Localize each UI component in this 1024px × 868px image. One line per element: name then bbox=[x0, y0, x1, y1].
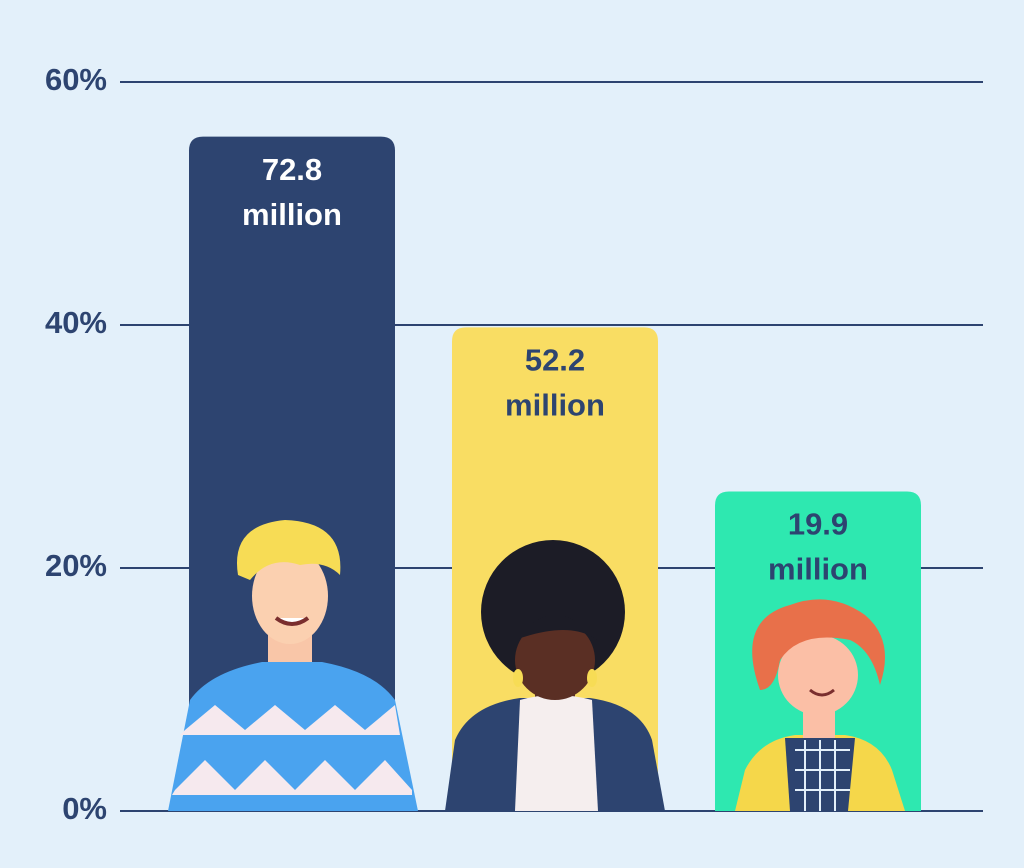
bar-labels: 72.8 million 52.2 million 19.9 million bbox=[242, 152, 868, 587]
bar-label: 19.9 bbox=[788, 507, 848, 542]
bar bbox=[189, 136, 395, 812]
bar-label: million bbox=[768, 552, 868, 587]
bar-label: 52.2 bbox=[525, 343, 585, 378]
illustrations bbox=[168, 520, 905, 811]
y-tick-label: 20% bbox=[45, 548, 107, 583]
person-illustration bbox=[445, 540, 665, 811]
person-illustration bbox=[168, 520, 418, 811]
bar-label: million bbox=[242, 197, 342, 232]
y-tick-label: 40% bbox=[45, 305, 107, 340]
bar-label: 72.8 bbox=[262, 152, 322, 187]
person-illustration bbox=[735, 599, 905, 811]
bar-label: million bbox=[505, 388, 605, 423]
bars bbox=[189, 136, 921, 812]
y-tick-label: 60% bbox=[45, 62, 107, 97]
y-tick-label: 0% bbox=[62, 791, 107, 826]
